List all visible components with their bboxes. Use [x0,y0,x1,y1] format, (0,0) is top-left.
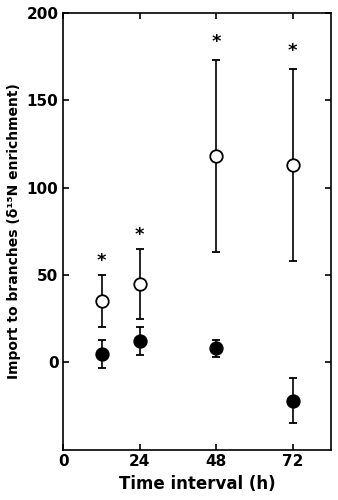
Y-axis label: Import to branches (δ¹⁵N enrichment): Import to branches (δ¹⁵N enrichment) [7,84,21,379]
Text: *: * [288,42,297,60]
X-axis label: Time interval (h): Time interval (h) [119,475,275,493]
Text: *: * [212,34,221,52]
Text: *: * [135,226,145,244]
Text: *: * [97,252,106,270]
